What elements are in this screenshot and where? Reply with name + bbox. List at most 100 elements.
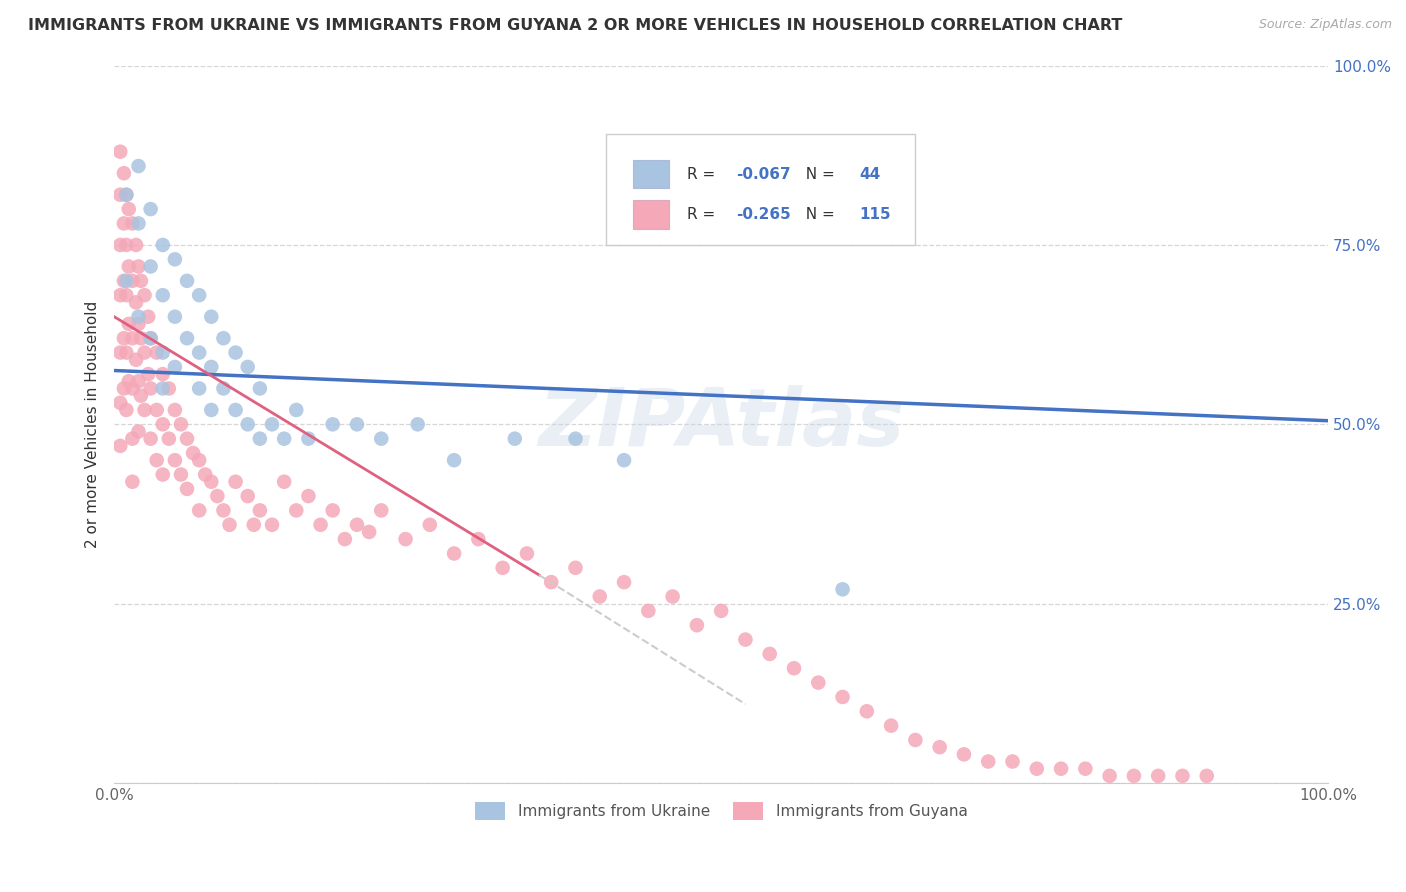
Point	[157, 381, 180, 395]
Point	[564, 432, 586, 446]
Point	[249, 503, 271, 517]
Point	[127, 374, 149, 388]
Point	[1050, 762, 1073, 776]
Point	[176, 274, 198, 288]
Point	[139, 260, 162, 274]
FancyBboxPatch shape	[633, 201, 669, 229]
Point	[540, 575, 562, 590]
Point	[188, 381, 211, 395]
Point	[136, 310, 159, 324]
Point	[613, 453, 636, 467]
Point	[443, 453, 465, 467]
Point	[145, 453, 167, 467]
Point	[212, 331, 235, 345]
Text: 115: 115	[859, 207, 891, 222]
Y-axis label: 2 or more Vehicles in Household: 2 or more Vehicles in Household	[86, 301, 100, 548]
Point	[121, 381, 143, 395]
Point	[212, 381, 235, 395]
Point	[118, 260, 141, 274]
Text: R =: R =	[688, 207, 720, 222]
Point	[152, 367, 174, 381]
Point	[953, 747, 976, 762]
Point	[346, 517, 368, 532]
Point	[121, 331, 143, 345]
Point	[1001, 755, 1024, 769]
Point	[112, 274, 135, 288]
Point	[110, 145, 132, 159]
Point	[419, 517, 441, 532]
Point	[1195, 769, 1218, 783]
Point	[188, 345, 211, 359]
Point	[249, 432, 271, 446]
Point	[115, 274, 138, 288]
Point	[118, 317, 141, 331]
Point	[188, 288, 211, 302]
Point	[516, 546, 538, 560]
Point	[112, 166, 135, 180]
Text: IMMIGRANTS FROM UKRAINE VS IMMIGRANTS FROM GUYANA 2 OR MORE VEHICLES IN HOUSEHOL: IMMIGRANTS FROM UKRAINE VS IMMIGRANTS FR…	[28, 18, 1122, 33]
Point	[236, 417, 259, 432]
Text: ZIPAtlas: ZIPAtlas	[538, 385, 904, 463]
Point	[152, 238, 174, 252]
Point	[225, 475, 247, 489]
Point	[309, 517, 332, 532]
Point	[406, 417, 429, 432]
Point	[200, 310, 222, 324]
Text: N =: N =	[796, 207, 839, 222]
Text: N =: N =	[796, 167, 839, 182]
Point	[1122, 769, 1144, 783]
Point	[163, 403, 186, 417]
Point	[200, 403, 222, 417]
Point	[1074, 762, 1097, 776]
Point	[273, 432, 295, 446]
Point	[118, 374, 141, 388]
Point	[152, 345, 174, 359]
Point	[121, 432, 143, 446]
Point	[176, 482, 198, 496]
Point	[134, 288, 156, 302]
Point	[1147, 769, 1170, 783]
Point	[127, 310, 149, 324]
Point	[163, 453, 186, 467]
Point	[110, 238, 132, 252]
Point	[127, 260, 149, 274]
Point	[112, 216, 135, 230]
Point	[121, 274, 143, 288]
Point	[127, 216, 149, 230]
Point	[121, 475, 143, 489]
Point	[394, 532, 416, 546]
Text: -0.265: -0.265	[735, 207, 790, 222]
Text: Source: ZipAtlas.com: Source: ZipAtlas.com	[1258, 18, 1392, 31]
Point	[127, 317, 149, 331]
Point	[297, 489, 319, 503]
Point	[139, 331, 162, 345]
Point	[181, 446, 204, 460]
Point	[163, 252, 186, 267]
Text: 44: 44	[859, 167, 880, 182]
Point	[110, 345, 132, 359]
Point	[285, 403, 308, 417]
Point	[218, 517, 240, 532]
Point	[125, 295, 148, 310]
Point	[115, 238, 138, 252]
Point	[127, 159, 149, 173]
Point	[115, 187, 138, 202]
Point	[163, 310, 186, 324]
Point	[346, 417, 368, 432]
Point	[176, 432, 198, 446]
Point	[139, 381, 162, 395]
Point	[467, 532, 489, 546]
Point	[112, 381, 135, 395]
Point	[188, 453, 211, 467]
Point	[115, 345, 138, 359]
Point	[134, 403, 156, 417]
Point	[249, 381, 271, 395]
Point	[686, 618, 709, 632]
Point	[273, 475, 295, 489]
Point	[110, 187, 132, 202]
Point	[110, 439, 132, 453]
Point	[115, 187, 138, 202]
Point	[115, 403, 138, 417]
Point	[115, 288, 138, 302]
Point	[1025, 762, 1047, 776]
